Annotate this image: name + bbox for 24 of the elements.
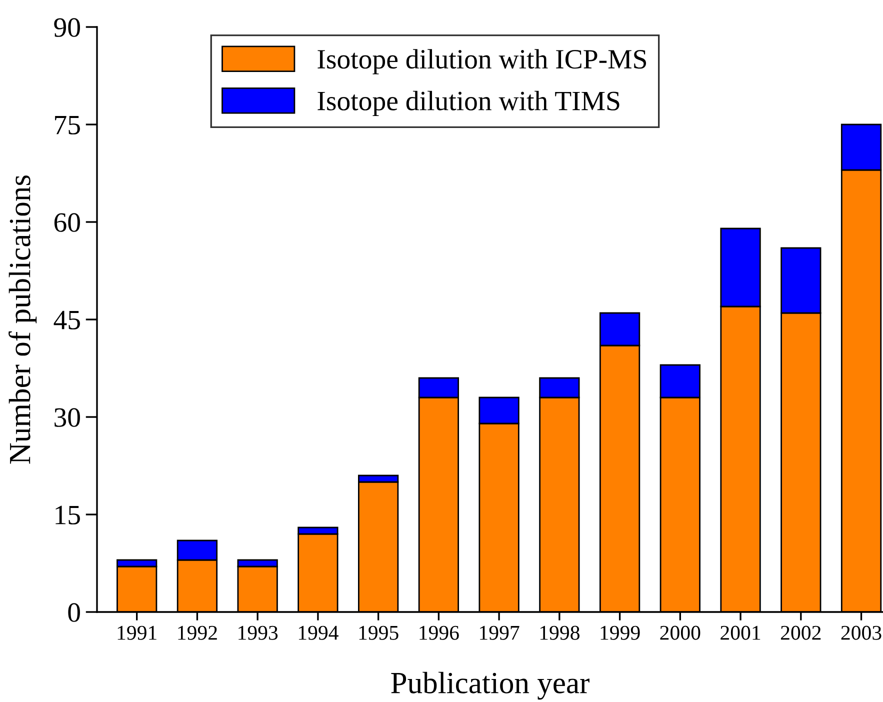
x-tick-label: 1996 [420, 626, 459, 640]
y-tick-label: 45 [54, 310, 80, 330]
y-axis-title: Number of publications [8, 176, 37, 464]
x-tick-label: 1991 [118, 626, 156, 640]
legend-label: Isotope dilution with ICP-MS [318, 49, 646, 74]
x-tick-label: 1995 [359, 626, 398, 640]
x-tick-label: 2000 [660, 626, 700, 640]
y-tick-label: 0 [68, 603, 80, 622]
x-tick-label: 1992 [178, 626, 217, 640]
x-axis-title: Publication year [391, 672, 590, 700]
x-tick-label: 1993 [238, 626, 278, 640]
x-tick-label: 1999 [600, 626, 640, 640]
y-tick-label: 90 [54, 18, 80, 37]
y-tick-label: 15 [56, 506, 80, 524]
x-tick-label: 1997 [480, 626, 520, 640]
legend-label: Isotope dilution with TIMS [318, 90, 620, 116]
y-tick-label: 60 [54, 213, 80, 232]
x-tick-label: 1994 [298, 626, 338, 640]
x-tick-label: 2003 [841, 626, 882, 640]
y-tick-label: 75 [55, 116, 80, 134]
x-tick-label: 2001 [720, 626, 760, 640]
x-tick-label: 1998 [540, 626, 580, 640]
x-tick-label: 2002 [780, 626, 821, 640]
y-tick-label: 30 [54, 408, 80, 427]
